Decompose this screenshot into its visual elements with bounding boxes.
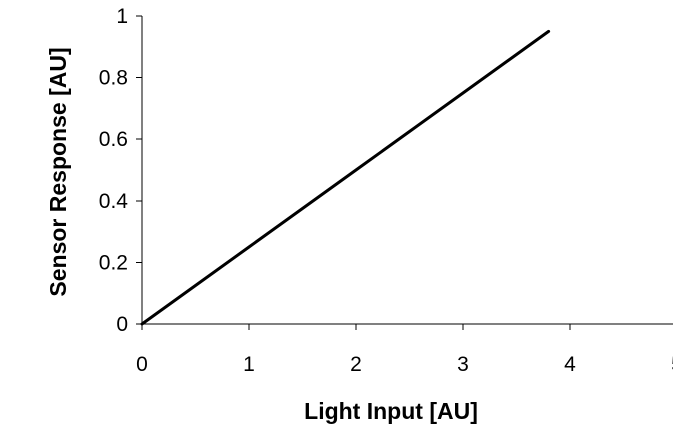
y-tick-label: 0.4 (99, 190, 129, 213)
y-tick-label: 0.8 (99, 67, 128, 90)
x-tick-label: 3 (457, 353, 469, 376)
x-tick-label: 1 (243, 353, 255, 376)
y-tick-label: 0.6 (99, 128, 128, 151)
series-line (140, 29, 551, 326)
x-tick-label: 2 (350, 353, 362, 376)
chart-axes (141, 16, 673, 325)
x-axis-ticks: 0 1 2 3 4 5 (136, 324, 673, 376)
x-tick-label: 0 (136, 353, 148, 376)
series-group (140, 29, 551, 326)
x-axis-title: Light Input [AU] (304, 398, 478, 424)
x-tick-label: 4 (564, 353, 576, 376)
x-tick-label: 5 (671, 353, 673, 376)
y-tick-label: 1 (116, 5, 128, 28)
y-tick-label: 0 (116, 313, 128, 336)
y-axis-ticks: 0 0.2 0.4 0.6 0.8 1 (99, 5, 142, 336)
y-axis-title: Sensor Response [AU] (45, 47, 71, 296)
y-tick-label: 0.2 (99, 251, 128, 274)
